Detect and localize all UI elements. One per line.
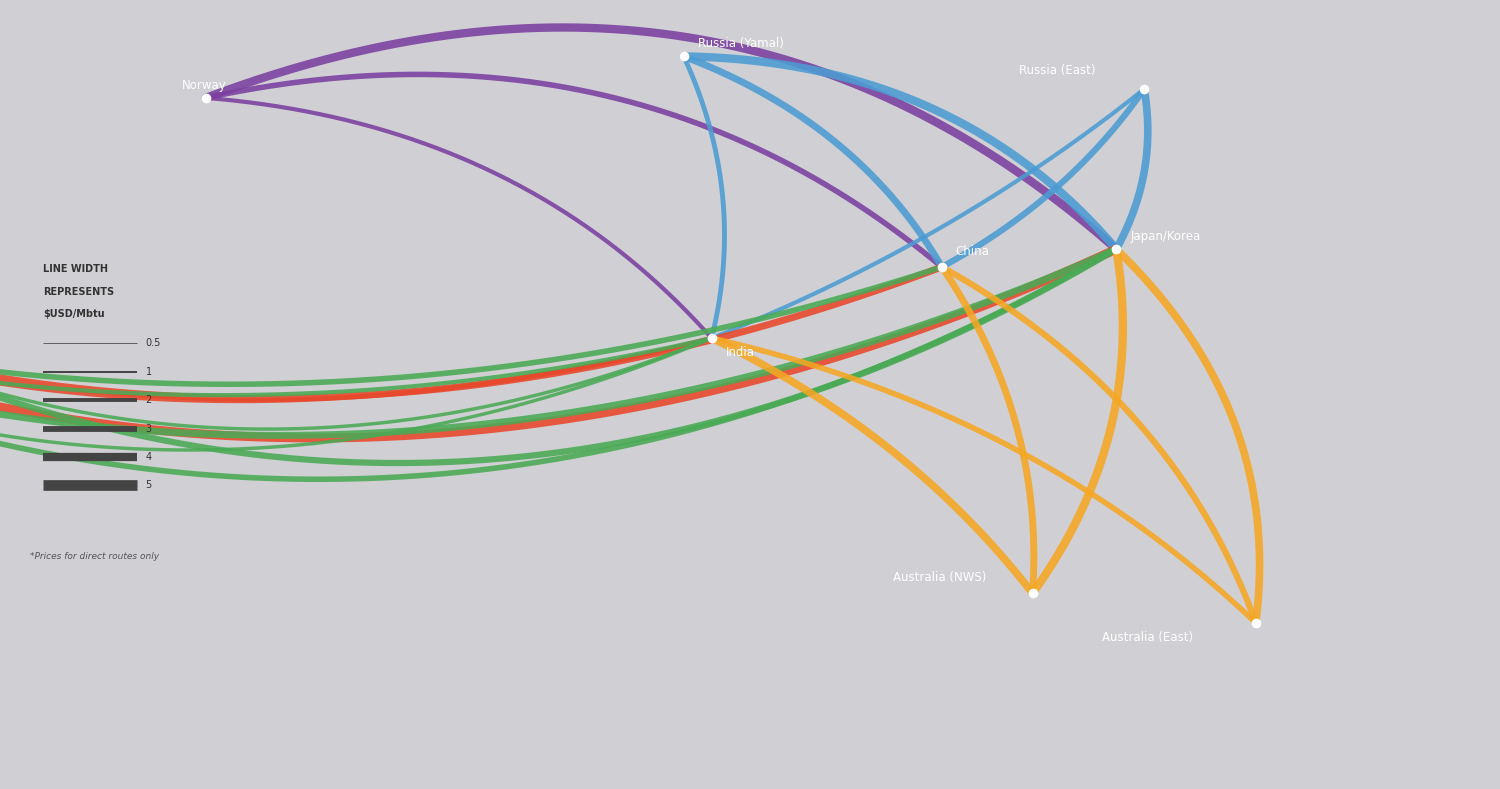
Text: 0.5: 0.5 [146, 338, 160, 349]
Text: $USD/Mbtu: $USD/Mbtu [44, 309, 105, 320]
Text: 1: 1 [146, 367, 152, 377]
Text: India: India [726, 346, 754, 359]
Text: *Prices for direct routes only: *Prices for direct routes only [30, 552, 159, 561]
Text: REPRESENTS: REPRESENTS [44, 286, 114, 297]
Text: Norway: Norway [182, 79, 226, 92]
Text: China: China [956, 245, 990, 258]
Text: 3: 3 [146, 424, 152, 434]
Text: 4: 4 [146, 452, 152, 462]
Text: 2: 2 [146, 395, 152, 406]
Text: Russia (East): Russia (East) [1019, 64, 1095, 77]
Text: Russia (Yamal): Russia (Yamal) [698, 37, 783, 50]
Text: Japan/Korea: Japan/Korea [1130, 230, 1200, 243]
Text: Australia (NWS): Australia (NWS) [892, 571, 987, 585]
Text: 5: 5 [146, 481, 152, 491]
Text: Australia (East): Australia (East) [1102, 630, 1194, 644]
Text: LINE WIDTH: LINE WIDTH [44, 264, 108, 274]
